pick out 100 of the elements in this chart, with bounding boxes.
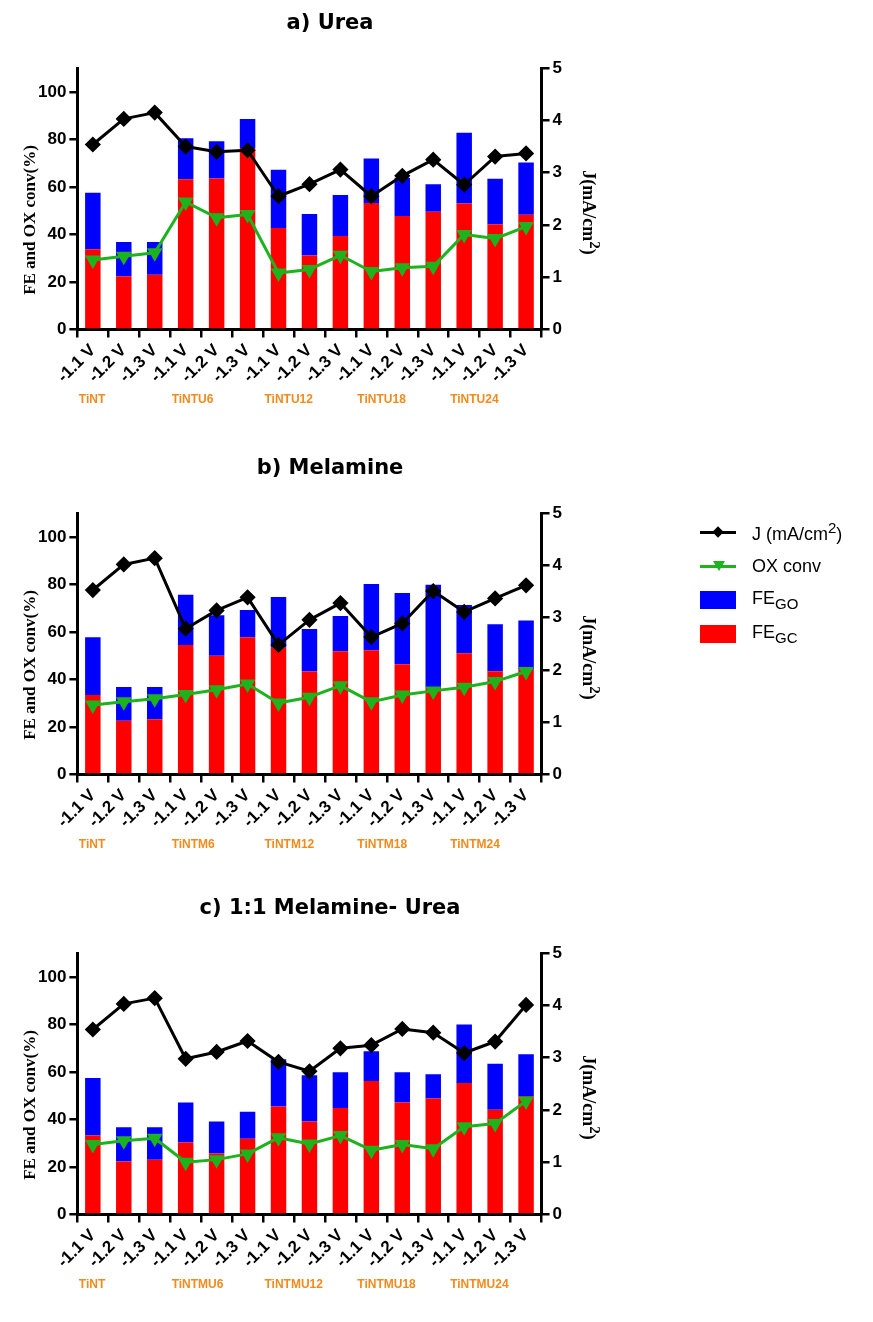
point [426,686,440,699]
point [426,261,440,274]
point [487,1034,503,1050]
text: TiNTU18 [357,392,406,406]
y-tick-label: 60 [47,1061,67,1081]
text: TiNTMU18 [357,1277,416,1291]
point [209,602,225,618]
bar [394,1072,411,1103]
y-tick-label: 100 [37,81,67,101]
bar [239,148,256,329]
bar [487,671,503,774]
bar [332,616,349,652]
point [488,676,502,689]
point [178,197,193,210]
legend-label: FE$_{GO}$ [752,588,799,612]
point [85,1022,101,1037]
point [209,213,224,226]
point [116,556,132,572]
bar [177,179,194,329]
bar [394,215,411,329]
point [425,152,441,168]
y-tick-label: 80 [47,129,67,149]
point [364,697,379,710]
text: TiNTU12 [264,392,313,406]
point [456,1045,472,1061]
legend-label: J (mA/cm$^{2}$) [752,519,843,545]
y2-tick-label: 5 [552,502,563,522]
text: TiNT [78,392,106,406]
bar [487,178,503,225]
bar [85,1077,101,1136]
chart-title: c) 1:1 Melamine- Urea [198,895,462,919]
text: TiNTU6 [171,392,214,406]
bar [518,1054,534,1096]
point [456,604,472,620]
y-tick-label: 20 [47,1156,67,1176]
point [425,583,441,599]
point [332,162,348,178]
point [333,681,348,694]
point [209,1155,224,1168]
bar [177,1102,194,1143]
y2-tick-label: 3 [552,1047,563,1067]
point [86,1139,100,1152]
point [518,145,534,161]
point [178,139,194,155]
y-tick-label: 20 [47,271,67,291]
point [332,1040,348,1056]
bar [456,1082,472,1214]
point [85,582,101,598]
point [240,210,255,223]
point [395,1139,409,1152]
bar [518,620,534,670]
point [271,637,287,653]
y-tick-label: 100 [37,526,67,546]
point [395,690,409,703]
bar [487,1109,503,1214]
legend-label: FE$_{GC}$ [752,622,798,646]
y-tick-label: 60 [47,176,67,196]
point [147,105,163,121]
point [395,263,409,276]
bar [394,1102,411,1214]
text: TiNT [78,1277,106,1291]
point [302,264,317,277]
point [487,149,503,165]
text: TiNTM18 [357,837,408,851]
point [147,550,163,566]
point [240,142,256,158]
point [301,1063,317,1079]
bar [146,719,163,774]
bar [394,664,411,774]
point [363,1037,379,1053]
y2-tick-label: 0 [552,1204,563,1224]
point [271,268,286,281]
bar [239,637,256,774]
bar [518,1095,534,1214]
bar [425,1074,441,1099]
point [302,692,317,705]
point [394,615,410,631]
point [488,1119,502,1132]
bar [270,1106,287,1214]
bar [116,276,132,329]
point [363,188,379,204]
bar [301,1121,318,1214]
bar [270,647,287,774]
y-tick-label: 20 [47,716,67,736]
bar [85,249,101,329]
y2-tick-label: 4 [552,110,563,130]
point [240,1033,256,1049]
bar [208,1121,225,1154]
bar [425,184,441,212]
bar [146,274,163,329]
point [426,1144,440,1157]
point [487,590,503,606]
y-tick-label: 60 [47,621,67,641]
point [518,997,534,1013]
text: TiNTMU6 [171,1277,224,1291]
bar [146,1159,163,1214]
point [394,1021,410,1037]
bar [177,645,194,774]
bar [363,650,380,774]
point [209,1044,225,1060]
